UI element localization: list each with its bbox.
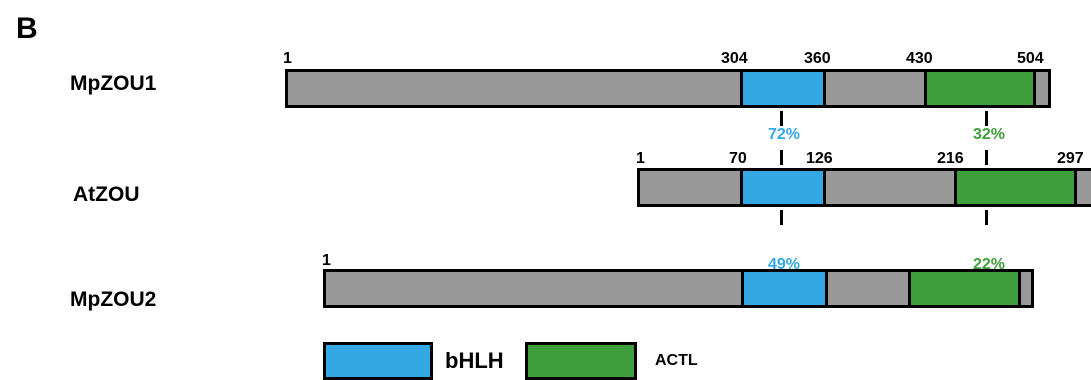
protein-name-atzou: AtZOU (73, 183, 140, 206)
legend-swatch-bhlh (323, 342, 433, 380)
actl-domain-atzou (954, 168, 1077, 207)
bhlh-domain-mpzou1 (740, 69, 826, 108)
position-label-bhlh-end: 360 (804, 50, 831, 67)
connector-tick (985, 210, 988, 225)
position-label-bhlh-start: 70 (729, 150, 747, 167)
actl-domain-mpzou1 (924, 69, 1036, 108)
protein-name-mpzou1: MpZOU1 (70, 72, 157, 95)
protein-backbone-mpzou1 (285, 69, 1051, 108)
position-label-actl-end: 297 (1057, 150, 1084, 167)
connector-tick (780, 150, 783, 165)
connector-tick (985, 150, 988, 165)
position-label-actl-start: 216 (937, 150, 964, 167)
bhlh-domain-mpzou2 (741, 269, 828, 308)
connector-tick (780, 210, 783, 225)
identity-actl-mpzou1-atzou: 32% (973, 126, 1006, 143)
connector-tick (985, 111, 988, 126)
identity-bhlh-mpzou1-atzou: 72% (768, 126, 801, 143)
panel-label: B (16, 12, 38, 45)
bhlh-domain-atzou (740, 168, 826, 207)
identity-bhlh-atzou-mpzou2: 49% (768, 256, 801, 273)
position-label-start: 1 (283, 50, 292, 67)
position-label-start: 1 (322, 252, 331, 269)
position-label-bhlh-start: 304 (721, 50, 748, 67)
legend-swatch-actl (525, 342, 637, 380)
position-label-bhlh-end: 126 (806, 150, 833, 167)
legend-label-bhlh: bHLH (445, 348, 504, 373)
connector-tick (780, 111, 783, 126)
identity-actl-atzou-mpzou2: 22% (973, 256, 1006, 273)
protein-name-mpzou2: MpZOU2 (70, 288, 157, 311)
legend-label-actl: ACTL (655, 352, 698, 369)
position-label-start: 1 (636, 150, 645, 167)
position-label-actl-end: 504 (1017, 50, 1044, 67)
position-label-actl-start: 430 (906, 50, 933, 67)
actl-domain-mpzou2 (908, 269, 1021, 308)
